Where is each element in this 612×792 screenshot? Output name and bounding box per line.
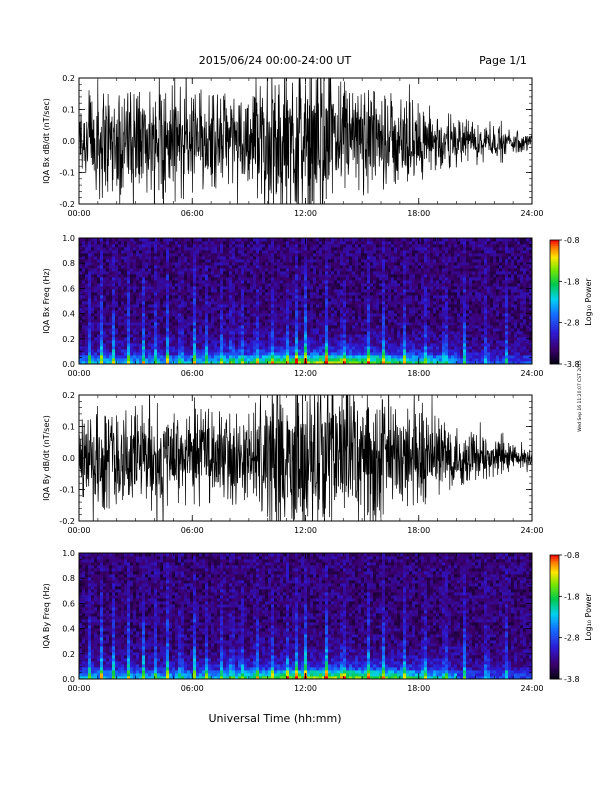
colorbar-tick-label: -2.8	[564, 319, 580, 328]
spectrogram-1	[79, 238, 532, 364]
y-tick-label: -0.2	[59, 517, 75, 526]
x-tick-label: 06:00	[181, 369, 204, 378]
colorbar-tick-label: -2.8	[564, 634, 580, 643]
x-tick-label: 12:00	[294, 526, 317, 535]
x-tick-label: 06:00	[181, 526, 204, 535]
colorbar-tick-label: -0.8	[564, 551, 580, 560]
x-tick-label: 00:00	[67, 526, 90, 535]
y-axis-label: IQA By Freq (Hz)	[42, 583, 51, 649]
colorbar-tick-label: -3.8	[564, 675, 580, 684]
y-tick-label: 0.1	[62, 106, 75, 115]
waveform-2	[79, 395, 532, 521]
y-axis-label: IQA Bx Freq (Hz)	[42, 268, 51, 334]
x-tick-label: 18:00	[407, 684, 430, 693]
y-tick-label: 0.4	[62, 310, 75, 319]
colorbar-tick-label: -0.8	[564, 236, 580, 245]
x-tick-label: 00:00	[67, 209, 90, 218]
side-stamp: Wed Sep 16 11:20:07 CST 2015	[577, 360, 583, 432]
y-tick-label: -0.1	[59, 169, 75, 178]
y-tick-label: 0.0	[62, 675, 75, 684]
x-tick-label: 12:00	[294, 684, 317, 693]
y-tick-label: 0.6	[62, 284, 75, 293]
x-tick-label: 12:00	[294, 369, 317, 378]
y-tick-label: -0.1	[59, 486, 75, 495]
y-tick-label: 0.8	[62, 574, 75, 583]
x-tick-label: 12:00	[294, 209, 317, 218]
y-tick-label: 0.2	[62, 650, 75, 659]
x-tick-label: 24:00	[520, 209, 543, 218]
colorbar-tick-label: -1.8	[564, 592, 580, 601]
x-tick-label: 06:00	[181, 684, 204, 693]
colorbar-tick-label: -3.8	[564, 360, 580, 369]
y-tick-label: 0.4	[62, 625, 75, 634]
y-tick-label: 0.0	[62, 360, 75, 369]
y-tick-label: 0.2	[62, 335, 75, 344]
y-tick-label: 0.0	[62, 137, 75, 146]
x-tick-label: 18:00	[407, 369, 430, 378]
panels: 0.20.10.0-0.1-0.200:00 06:00 12:00 18:00 24:…	[42, 74, 593, 693]
x-axis-label: Universal Time (hh:mm)	[209, 712, 342, 725]
colorbar-1	[549, 239, 562, 365]
y-tick-label: 1.0	[62, 234, 75, 243]
x-tick-label: 00:00	[67, 369, 90, 378]
y-tick-label: 0.1	[62, 423, 75, 432]
colorbar-label: Log₁₀ Power	[584, 278, 593, 326]
page-number: Page 1/1	[479, 54, 527, 67]
spectrogram-3	[79, 553, 532, 679]
y-tick-label: -0.2	[59, 200, 75, 209]
y-tick-label: 0.2	[62, 391, 75, 400]
figure-title: 2015/06/24 00:00-24:00 UT	[199, 54, 352, 67]
x-tick-label: 24:00	[520, 684, 543, 693]
waveform-0	[79, 78, 532, 204]
colorbar-tick-label: -1.8	[564, 277, 580, 286]
y-axis-label: IQA Bx dB/dt (nT/sec)	[42, 98, 51, 184]
x-tick-label: 24:00	[520, 369, 543, 378]
y-tick-label: 0.8	[62, 259, 75, 268]
x-tick-label: 18:00	[407, 526, 430, 535]
y-tick-label: 0.6	[62, 599, 75, 608]
y-tick-label: 0.0	[62, 454, 75, 463]
x-tick-label: 00:00	[67, 684, 90, 693]
y-tick-label: 0.2	[62, 74, 75, 83]
x-tick-label: 24:00	[520, 526, 543, 535]
y-tick-label: 1.0	[62, 549, 75, 558]
colorbar-label: Log₁₀ Power	[584, 593, 593, 641]
x-tick-label: 06:00	[181, 209, 204, 218]
colorbar-3	[549, 554, 562, 680]
y-axis-label: IQA By dB/dt (nT/sec)	[42, 415, 51, 501]
x-tick-label: 18:00	[407, 209, 430, 218]
